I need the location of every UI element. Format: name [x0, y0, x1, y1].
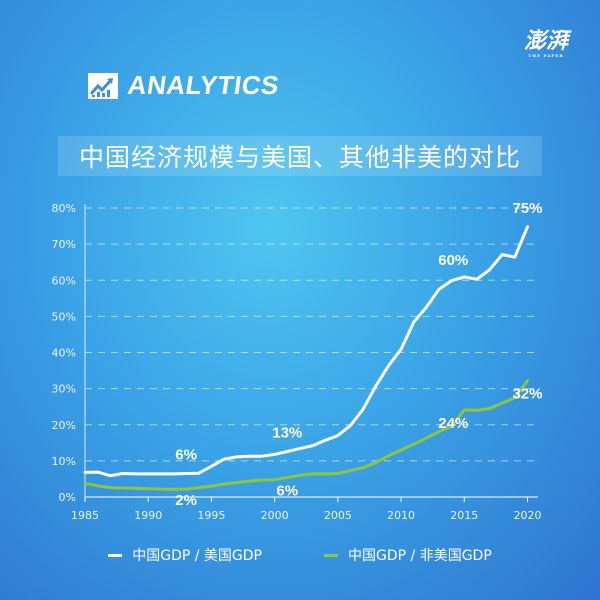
data-label: 75% [512, 200, 542, 217]
legend-label-non-us-ratio: 中国GDP / 非美国GDP [348, 548, 492, 564]
logo-subtext: THE PAPER [528, 53, 564, 58]
y-tick-label: 40% [52, 347, 76, 360]
legend-swatch-us-ratio [108, 553, 123, 557]
y-tick-label: 20% [52, 419, 76, 432]
chart-trend-icon [88, 72, 118, 99]
y-tick-label: 60% [52, 274, 76, 287]
chart-legend: 中国GDP / 美国GDP 中国GDP / 非美国GDP [0, 540, 600, 570]
x-tick-label: 2000 [261, 509, 289, 522]
x-tick-label: 2020 [513, 509, 541, 522]
y-tick-label: 30% [52, 383, 76, 396]
chart-title-band: 中国经济规模与美国、其他非美的对比 [58, 136, 542, 176]
chart-title: 中国经济规模与美国、其他非美的对比 [78, 143, 521, 172]
data-label: 6% [175, 447, 197, 464]
logo-text: 澎湃 [523, 28, 568, 54]
x-tick-label: 2010 [387, 509, 415, 522]
data-label: 60% [438, 252, 468, 269]
data-label: 32% [512, 386, 542, 403]
legend-item-non-us-ratio: 中国GDP / 非美国GDP [324, 545, 492, 565]
x-tick-label: 1985 [71, 509, 99, 522]
analytics-brand: ANALYTICS [88, 70, 281, 101]
annotation-layer: 6% 13% 60% 75% 2% 6% 24% 32% [175, 200, 542, 509]
y-tick-label: 10% [52, 455, 76, 468]
grid-layer [85, 207, 538, 462]
x-tick-label: 2015 [450, 509, 478, 522]
x-tick-label: 2005 [324, 509, 352, 522]
data-label: 6% [276, 482, 298, 499]
y-tick-label: 50% [52, 310, 76, 323]
legend-item-us-ratio: 中国GDP / 美国GDP [108, 545, 262, 565]
data-label: 13% [272, 424, 302, 441]
x-tick-label: 1990 [134, 509, 162, 522]
data-label: 24% [438, 415, 468, 432]
data-label: 2% [175, 492, 197, 509]
y-tick-label: 70% [52, 238, 76, 251]
series-layer [83, 225, 529, 491]
y-tick-label: 0% [59, 491, 76, 504]
series-line-non-us-ratio [83, 379, 529, 491]
legend-label-us-ratio: 中国GDP / 美国GDP [132, 548, 262, 564]
axis-layer: 0% 10% 20% 30% 40% 50% 60% 70% 80% 1985 1990 1995 20… [52, 202, 542, 522]
legend-swatch-non-us-ratio [324, 553, 338, 557]
x-tick-label: 1995 [197, 509, 225, 522]
y-tick-label: 80% [52, 202, 76, 215]
thepaper-logo: 澎湃 THE PAPER [524, 30, 568, 58]
series-line-us-ratio [83, 225, 529, 478]
